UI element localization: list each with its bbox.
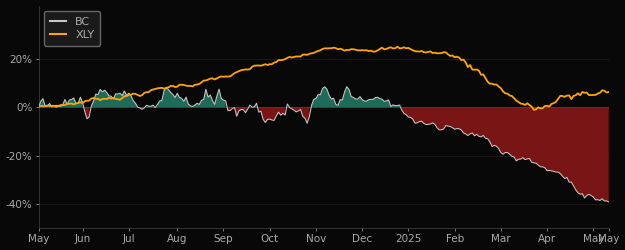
Legend: BC, XLY: BC, XLY: [44, 11, 100, 46]
